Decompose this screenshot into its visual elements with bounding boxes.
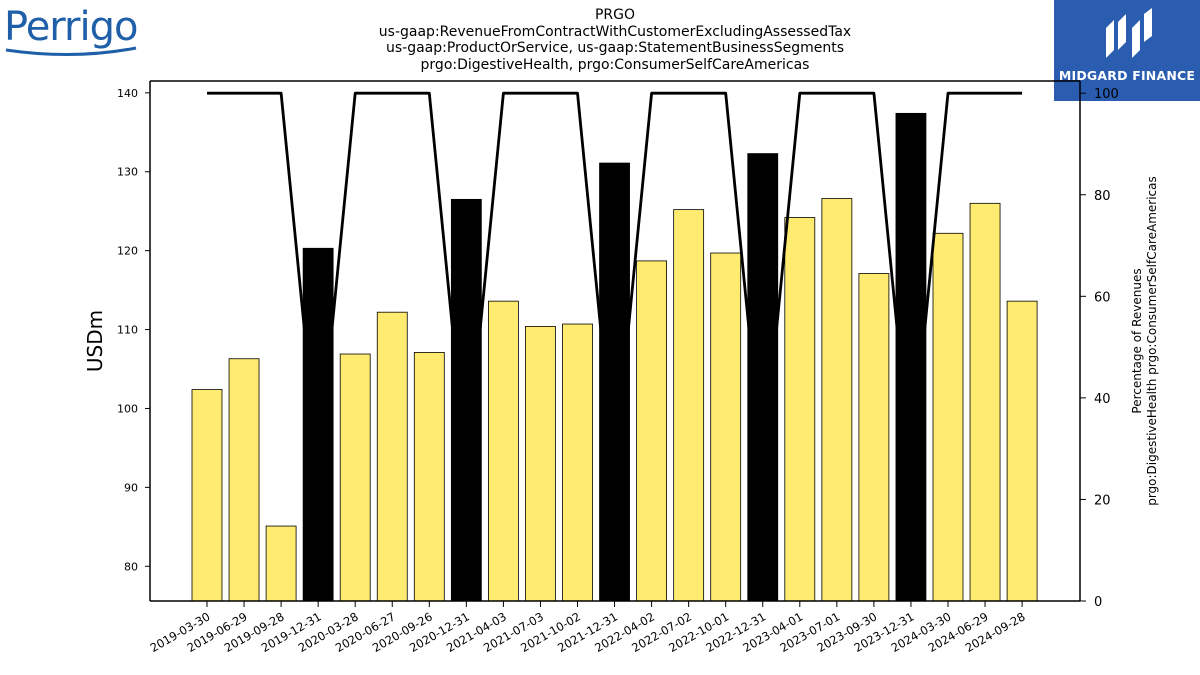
midgard-logo-text: MIDGARD FINANCE <box>1058 68 1196 83</box>
bar-2022-04-02 <box>636 260 667 602</box>
bar-2020-06-27 <box>376 311 408 602</box>
y2-axis-label-line-1: Percentage of Revenues <box>1130 268 1144 413</box>
percentage-line-layer <box>207 91 1023 471</box>
chart-title-line-1: PRGO <box>594 7 636 23</box>
perrigo-swoosh-icon <box>5 46 137 57</box>
y-tick-label-120: 120 <box>117 245 138 258</box>
bar-2022-07-02 <box>673 209 705 602</box>
bar-2020-12-31 <box>450 198 482 602</box>
bar-2020-03-28 <box>339 353 371 602</box>
bar-2021-10-02 <box>562 323 593 602</box>
y-tick-label-80: 80 <box>124 560 138 573</box>
y2-tick-label-60: 60 <box>1094 290 1111 305</box>
y-tick-label-140: 140 <box>117 87 138 100</box>
chart-title-line-4: prgo:DigestiveHealth, prgo:ConsumerSelfC… <box>420 57 810 73</box>
bar-2022-12-31 <box>747 153 779 602</box>
y-axis-label: USDm <box>83 310 107 372</box>
y-tick-label-100: 100 <box>117 402 138 415</box>
chart-title-line-2: us-gaap:RevenueFromContractWithCustomerE… <box>378 24 852 40</box>
bars-layer <box>191 112 1038 602</box>
y-tick-label-90: 90 <box>124 481 138 494</box>
y2-tick-label-0: 0 <box>1094 595 1102 610</box>
bar-2023-09-30 <box>858 273 890 602</box>
bar-2019-09-28 <box>265 525 297 602</box>
perrigo-logo-text: Perrigo <box>4 4 138 50</box>
bar-2024-03-30 <box>932 232 964 602</box>
bar-2022-10-01 <box>710 252 742 602</box>
y2-tick-label-40: 40 <box>1094 392 1111 407</box>
bar-2021-04-03 <box>487 300 519 602</box>
y2-tick-label-20: 20 <box>1094 493 1111 508</box>
bar-2019-06-29 <box>228 358 260 602</box>
bar-2019-12-31 <box>302 247 334 602</box>
bar-2023-07-01 <box>821 198 853 602</box>
bar-2024-06-29 <box>969 202 1001 602</box>
y-tick-label-110: 110 <box>117 324 138 337</box>
chart-title-line-3: us-gaap:ProductOrService, us-gaap:Statem… <box>385 40 844 56</box>
percentage-line <box>207 91 1023 471</box>
y2-tick-label-100: 100 <box>1094 87 1119 102</box>
y2-axis-label-line-2: prgo:DigestiveHealth prgo:ConsumerSelfCa… <box>1145 176 1159 506</box>
bar-2021-12-31 <box>599 162 630 602</box>
y2-tick-label-80: 80 <box>1094 189 1111 204</box>
bar-2021-07-03 <box>525 326 556 602</box>
midgard-finance-logo: MIDGARD FINANCE <box>1054 0 1200 101</box>
perrigo-logo: Perrigo <box>4 4 144 58</box>
y-tick-label-130: 130 <box>117 166 138 179</box>
midgard-emblem-icon <box>1106 8 1152 58</box>
bar-2019-03-30 <box>191 389 223 602</box>
bar-2020-09-26 <box>413 352 445 602</box>
bar-2023-04-01 <box>784 217 816 602</box>
bar-2024-09-28 <box>1006 300 1038 602</box>
